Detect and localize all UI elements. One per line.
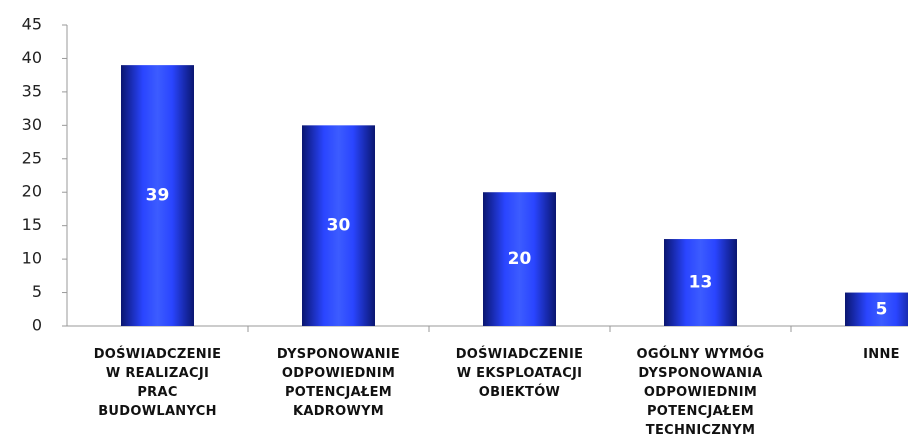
y-tick-label: 45 xyxy=(22,15,42,34)
y-tick-label: 40 xyxy=(22,48,42,67)
y-tick-label: 25 xyxy=(22,148,42,167)
bar xyxy=(664,239,737,326)
y-tick-label: 20 xyxy=(22,182,42,201)
bar xyxy=(845,292,908,326)
y-tick-label: 0 xyxy=(32,316,42,335)
x-tick-label: DOŚWIADCZENIE W EKSPLOATACJI OBIEKTÓW xyxy=(455,347,584,400)
x-tick-label: INNE xyxy=(863,347,900,362)
value-label: 30 xyxy=(327,216,351,236)
value-label: 20 xyxy=(508,249,532,269)
bar xyxy=(302,125,375,326)
value-label: 13 xyxy=(689,273,713,293)
value-label: 39 xyxy=(146,186,170,206)
x-tick-label: OGÓLNY WYMÓG DYSPONOWANIA ODPOWIEDNIM PO… xyxy=(636,347,765,438)
x-tick-label: DOŚWIADCZENIE W REALIZACJI PRAC BUDOWLAN… xyxy=(93,347,222,419)
y-tick-label: 10 xyxy=(22,249,42,268)
y-tick-label: 15 xyxy=(22,215,42,234)
y-tick-label: 35 xyxy=(22,81,42,100)
bar xyxy=(121,65,194,326)
x-tick-label: DYSPONOWANIE ODPOWIEDNIM POTENCJAŁEM KAD… xyxy=(276,347,401,419)
y-tick-label: 30 xyxy=(22,115,42,134)
bar xyxy=(483,192,556,326)
y-tick-label: 5 xyxy=(32,282,42,301)
value-label: 5 xyxy=(876,299,888,319)
